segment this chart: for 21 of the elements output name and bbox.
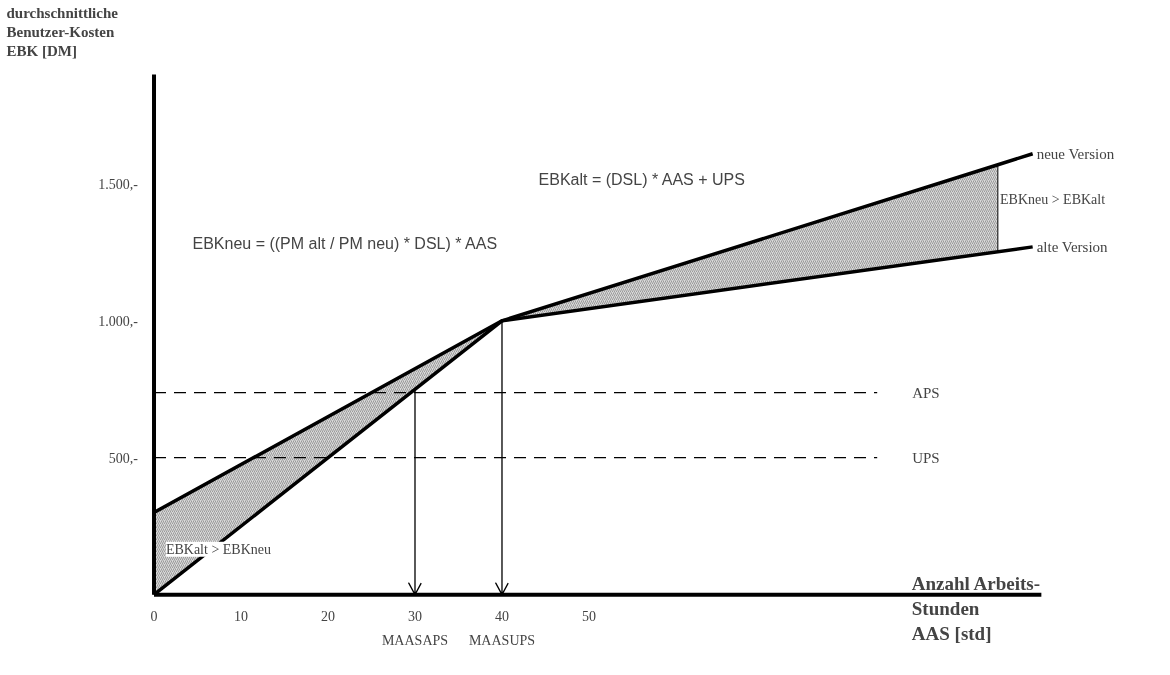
x-tick-label: 10 xyxy=(234,608,249,624)
x-tick-label: 30 xyxy=(407,608,422,624)
ref-line-label: UPS xyxy=(912,449,940,466)
x-tick-label: 40 xyxy=(494,608,509,624)
annotation: EBKalt = (DSL) * AAS + UPS xyxy=(538,170,745,188)
text: MAASAPS xyxy=(381,633,449,649)
y-axis-title: durchschnittliche Benutzer-Kosten EBK [DM] xyxy=(6,4,119,59)
x-tick-label: 0 xyxy=(150,608,158,624)
series-label: alte Version xyxy=(1036,238,1109,255)
y-tick-label: 1.500,- xyxy=(98,176,139,192)
x-tick-label: 20 xyxy=(321,608,335,624)
text: MAASUPS xyxy=(468,633,536,649)
annotation: EBKneu > EBKalt xyxy=(999,191,1106,207)
annotation: EBKalt > EBKneu xyxy=(165,541,271,557)
x-axis-title: Anzahl Arbeits- Stunden AAS [std] xyxy=(911,572,1041,645)
annotation: EBKneu = ((PM alt / PM neu) * DSL) * AAS xyxy=(192,234,498,252)
series-label: neue Version xyxy=(1036,145,1115,162)
ref-line-label: APS xyxy=(912,384,940,401)
y-tick-label: 1.000,- xyxy=(98,313,139,329)
y-tick-label: 500,- xyxy=(108,450,139,466)
x-tick-label: 50 xyxy=(581,608,596,624)
